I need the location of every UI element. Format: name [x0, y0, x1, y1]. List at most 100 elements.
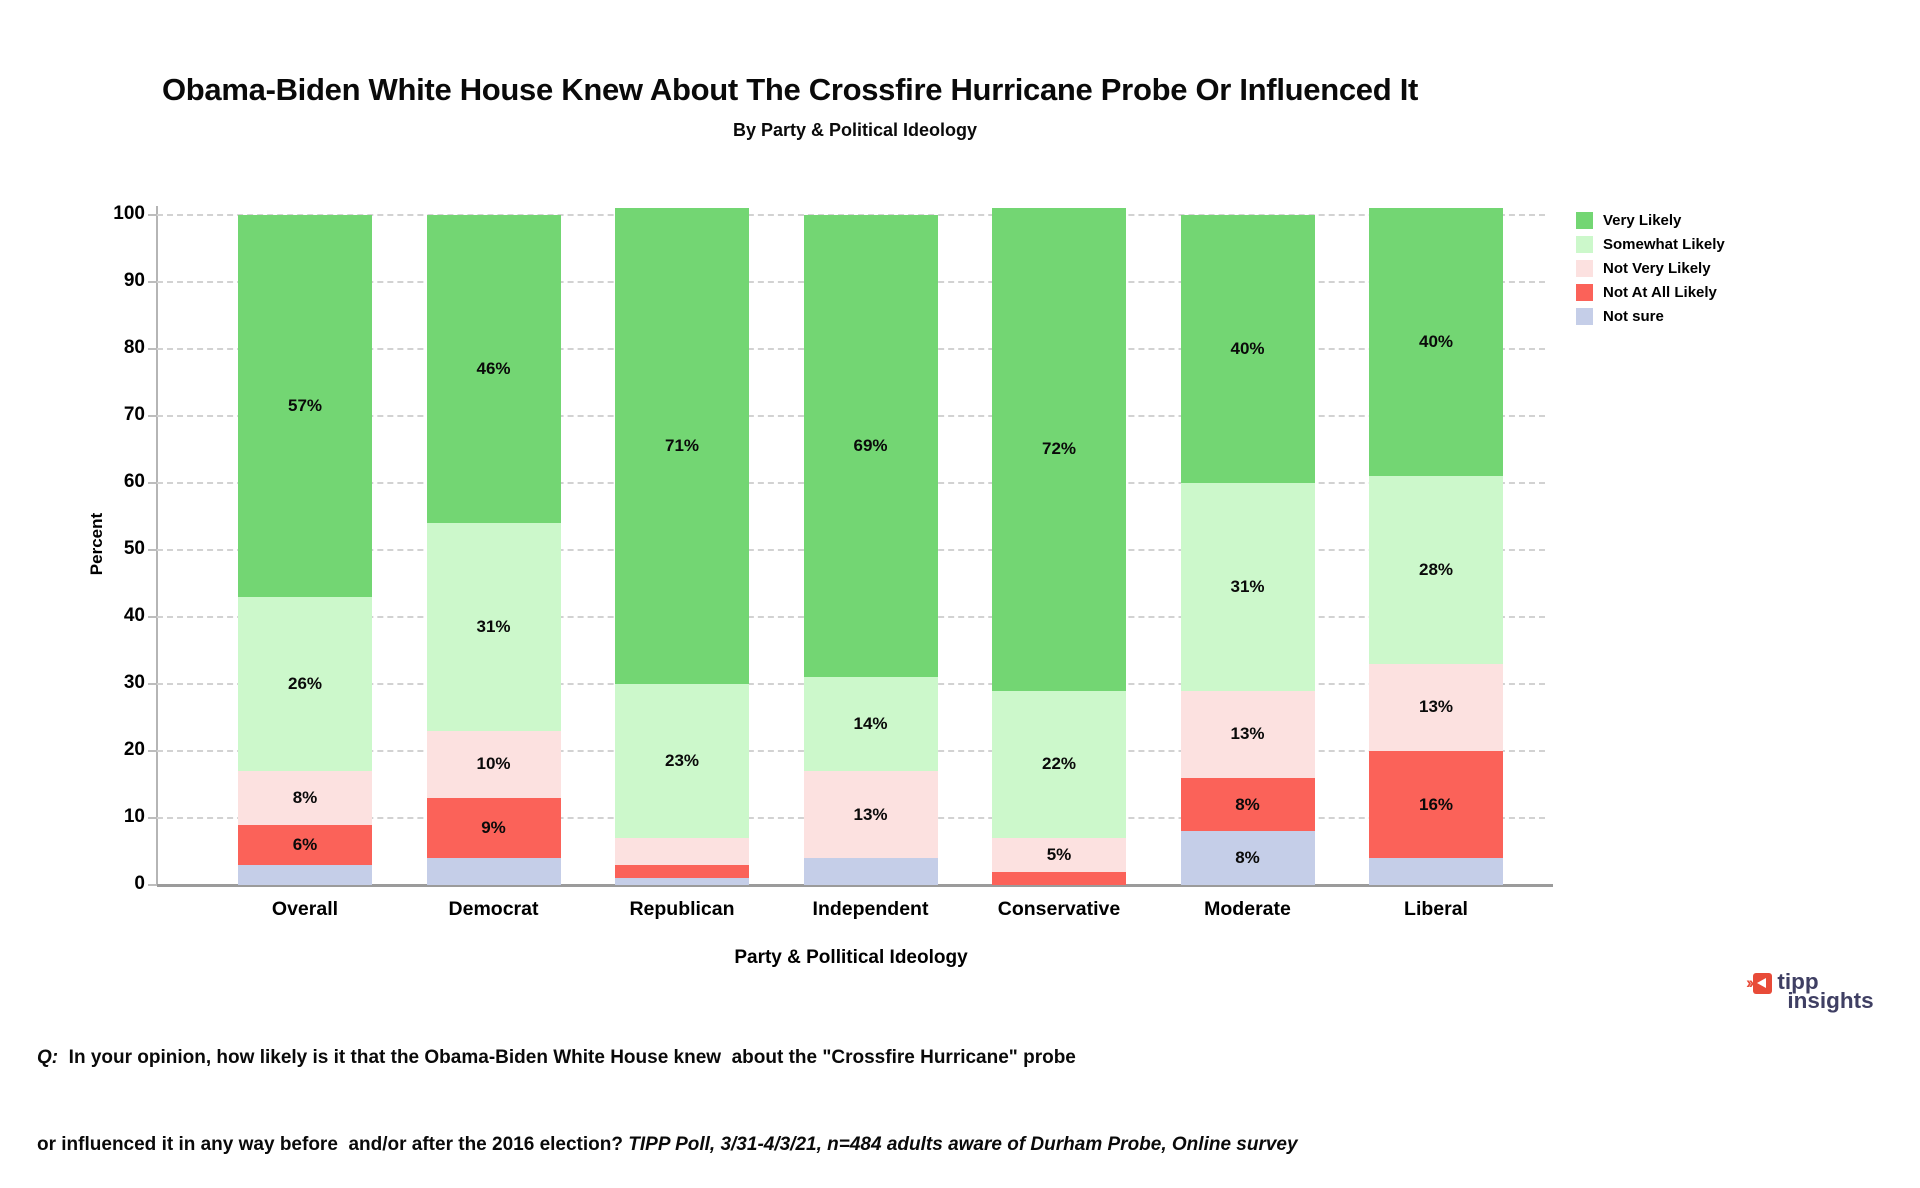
y-tick-30	[148, 683, 157, 685]
legend-label: Not Very Likely	[1603, 259, 1711, 277]
x-category-label-moderate: Moderate	[1204, 898, 1291, 920]
legend-label: Somewhat Likely	[1603, 235, 1725, 253]
y-tick-label-50: 50	[123, 538, 145, 559]
bar-segment	[615, 838, 749, 865]
bar-segment	[615, 864, 749, 879]
bar-segment-label: 16%	[1418, 794, 1454, 814]
bar-segment: 72%	[992, 208, 1126, 691]
question-text: In your opinion, how likely is it that t…	[58, 1047, 1076, 1068]
legend-swatch-icon	[1576, 307, 1593, 325]
bar-segment-label: 22%	[1041, 754, 1077, 774]
y-tick-10	[148, 817, 157, 819]
bar-segment-label: 6%	[292, 834, 318, 854]
bar-segment-label: 23%	[664, 751, 700, 771]
bar-segment: 31%	[426, 523, 561, 731]
bar-segment: 9%	[426, 797, 561, 859]
y-tick-70	[148, 415, 157, 417]
bar-segment-label: 8%	[1235, 848, 1260, 868]
y-tick-label-40: 40	[123, 605, 145, 626]
x-category-label-conservative: Conservative	[997, 898, 1121, 920]
x-axis-line	[157, 884, 1553, 887]
legend-swatch-icon	[1576, 259, 1593, 277]
y-tick-20	[148, 750, 157, 752]
bar-segment: 8%	[238, 771, 372, 825]
y-tick-40	[148, 616, 157, 618]
bar-segment-label: 8%	[1235, 794, 1260, 814]
bar-segment-label: 40%	[1230, 339, 1265, 358]
bar-segment	[992, 871, 1126, 885]
tipp-insights-logo-icon	[1753, 973, 1773, 994]
bar-segment-label: 28%	[1418, 560, 1454, 580]
bar-segment-label: 31%	[1230, 576, 1265, 596]
bar-segment: 46%	[426, 215, 561, 524]
bar-segment	[615, 878, 749, 885]
bar-segment: 57%	[238, 215, 372, 597]
y-tick-label-60: 60	[123, 471, 145, 492]
legend-label: Very Likely	[1603, 211, 1682, 229]
bar-segment	[426, 858, 561, 885]
legend-item: Somewhat Likely	[1576, 232, 1725, 256]
bar-segment: 31%	[1180, 483, 1315, 691]
x-category-label-overall: Overall	[271, 898, 339, 920]
bar-segment-label: 71%	[664, 436, 700, 456]
legend-item: Not Very Likely	[1576, 256, 1725, 280]
bar-segment-label: 13%	[1418, 697, 1454, 717]
brand-line1: tipp	[1777, 969, 1819, 994]
bar-segment	[803, 858, 938, 885]
y-tick-60	[148, 482, 157, 484]
bar-segment-label: 13%	[1230, 724, 1265, 744]
chart-title: Obama-Biden White House Knew About The C…	[161, 72, 1419, 107]
footnote-line1: Q: In your opinion, how likely is it tha…	[37, 1043, 1298, 1072]
bar-segment-label: 46%	[476, 359, 511, 379]
plot-area: 0 10 20 30 40 50 60 70 80 90 100 6% 8% 26% 57% Overall 9…	[113, 203, 1553, 920]
legend-item: Not sure	[1576, 304, 1725, 328]
tipp-insights-logo: ›› tipp insights	[1746, 969, 1874, 1013]
y-tick-label-70: 70	[123, 404, 145, 425]
bar-segment-label: 31%	[476, 617, 511, 637]
legend-label: Not At All Likely	[1603, 283, 1717, 301]
y-tick-90	[148, 281, 157, 283]
y-tick-50	[148, 549, 157, 551]
bar-segment	[238, 864, 372, 885]
legend-swatch-icon	[1576, 211, 1593, 229]
bar-segment-label: 57%	[287, 395, 323, 415]
legend-item: Not At All Likely	[1576, 280, 1725, 304]
legend-swatch-icon	[1576, 235, 1593, 253]
y-tick-0	[148, 884, 157, 886]
bar-segment: 5%	[992, 838, 1126, 872]
y-tick-label-80: 80	[123, 337, 145, 358]
bar-segment: 8%	[1180, 831, 1315, 885]
x-category-label-independent: Independent	[812, 898, 929, 920]
bar-segment-label: 5%	[1046, 844, 1072, 864]
bar-segment: 23%	[615, 684, 749, 839]
y-axis-line	[156, 206, 158, 885]
bar-segment: 6%	[238, 824, 372, 865]
bar-segment-label: 9%	[481, 818, 506, 838]
y-tick-label-20: 20	[123, 739, 145, 760]
y-tick-label-100: 100	[113, 203, 145, 224]
y-tick-100	[148, 214, 157, 216]
bar-segment-label: 26%	[287, 673, 323, 693]
bar-segment: 13%	[1180, 690, 1315, 778]
logo-speed-lines-icon: ››	[1746, 973, 1755, 992]
bar-segment-label: 14%	[853, 714, 888, 734]
brand-line2: insights	[1787, 988, 1874, 1013]
bar-segment-label: 40%	[1418, 332, 1454, 352]
bar-segment: 22%	[992, 690, 1126, 839]
question-text-2: or influenced it in any way before and/o…	[37, 1134, 629, 1155]
bar-segment: 8%	[1180, 777, 1315, 832]
bar-segment-label: 69%	[853, 436, 888, 456]
x-category-label-democrat: Democrat	[448, 898, 539, 920]
x-category-label-liberal: Liberal	[1404, 898, 1468, 920]
bar-segment-label: 10%	[476, 754, 511, 774]
legend-item: Very Likely	[1576, 208, 1725, 232]
legend-swatch-icon	[1576, 283, 1593, 301]
bar-segment: 69%	[803, 215, 938, 678]
bar-segment-label: 8%	[292, 787, 318, 807]
x-category-label-republican: Republican	[629, 898, 735, 920]
legend-label: Not sure	[1603, 307, 1664, 325]
legend: Very Likely Somewhat Likely Not Very Likel…	[1576, 208, 1725, 328]
footnote: Q: In your opinion, how likely is it tha…	[37, 985, 1298, 1188]
y-tick-label-90: 90	[123, 270, 145, 291]
x-axis-title: Party & Pollitical Ideology	[734, 947, 968, 968]
